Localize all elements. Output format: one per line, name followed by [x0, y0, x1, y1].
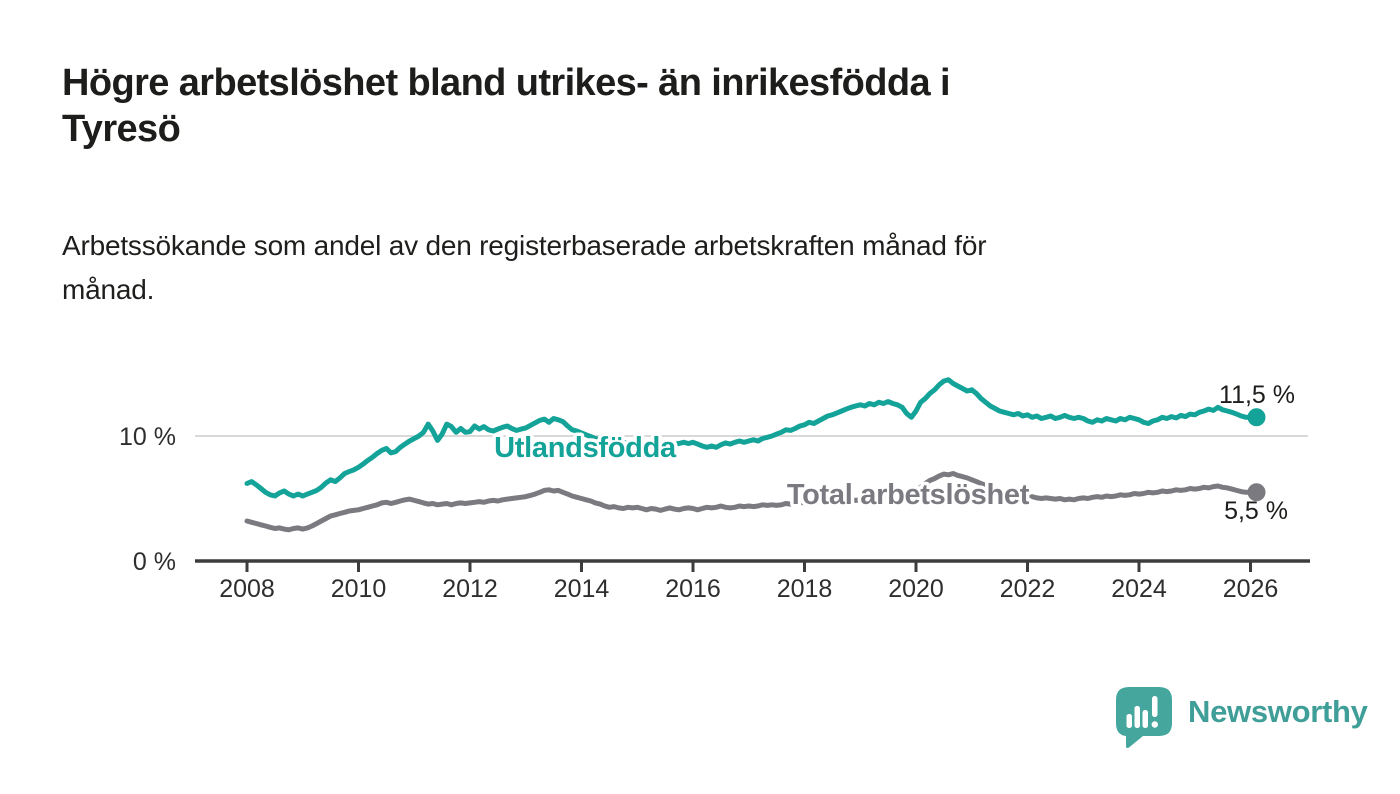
series-end-dot-utlandsf-dda — [1247, 408, 1266, 427]
chart-header: Högre arbetslöshet bland utrikes- än inr… — [62, 60, 1252, 152]
x-tick-label: 2012 — [442, 575, 498, 603]
page-title: Högre arbetslöshet bland utrikes- än inr… — [62, 60, 1252, 152]
newsworthy-icon — [1116, 687, 1172, 748]
bar-chart-glyph — [1126, 696, 1158, 728]
x-tick-label: 2016 — [665, 575, 721, 603]
y-tick-label: 10 % — [119, 423, 176, 451]
title-line-2: Tyresö — [62, 108, 181, 150]
x-tick-label: 2022 — [1000, 575, 1056, 603]
x-tick-label: 2008 — [219, 575, 275, 603]
brand-name: Newsworthy — [1188, 694, 1368, 729]
series-label-utlandsf-dda: Utlandsfödda — [494, 432, 677, 464]
title-line-1: Högre arbetslöshet bland utrikes- än inr… — [62, 62, 951, 104]
newsworthy-logo: Newsworthy — [1115, 686, 1368, 748]
x-tick-label: 2014 — [554, 575, 610, 603]
subtitle-line-1: Arbetssökande som andel av den registerb… — [62, 230, 987, 261]
series-line-utlandsf-dda — [244, 377, 1253, 499]
x-tick-label: 2024 — [1111, 575, 1167, 603]
x-tick-label: 2020 — [888, 575, 944, 603]
end-value-label-total-arbetsl-shet: 5,5 % — [1224, 497, 1288, 525]
y-tick-label: 0 % — [133, 548, 176, 576]
series-label-total-arbetsl-shet: Total arbetslöshet — [787, 479, 1030, 511]
end-value-label-utlandsf-dda: 11,5 % — [1219, 381, 1295, 409]
x-tick-label: 2026 — [1223, 575, 1279, 603]
chart-subtitle: Arbetssökande som andel av den registerb… — [62, 224, 1252, 312]
x-tick-label: 2010 — [331, 575, 387, 603]
series-line-total-arbetsl-shet — [244, 471, 1253, 533]
x-tick-label: 2018 — [777, 575, 833, 603]
subtitle-line-2: månad. — [62, 274, 155, 305]
series-end-dot-total-arbetsl-shet — [1247, 483, 1266, 502]
